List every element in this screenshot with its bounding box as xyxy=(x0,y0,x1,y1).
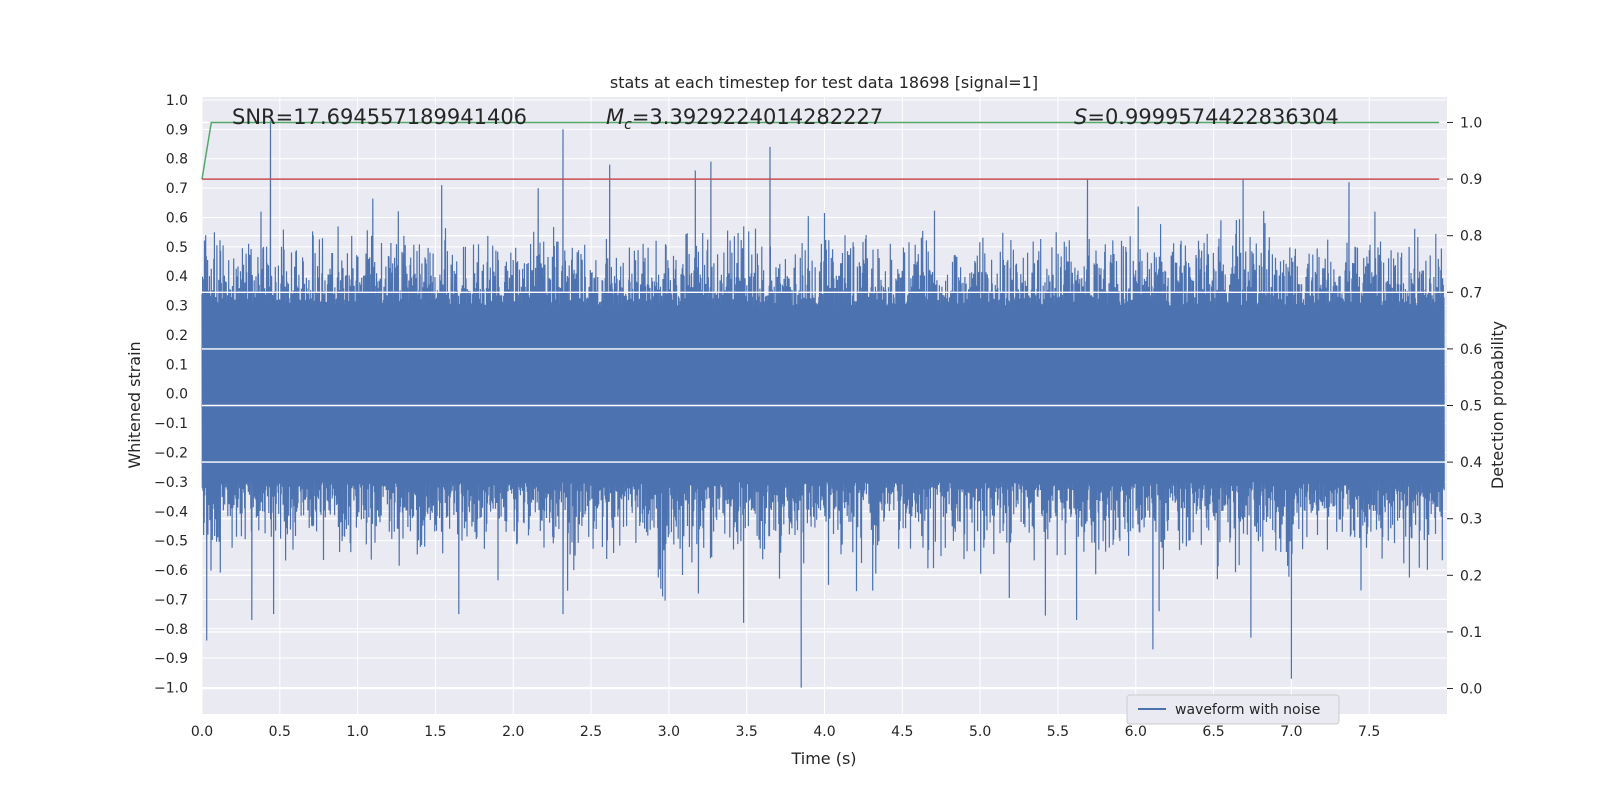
detection-stat-annotation: S=0.9999574422836304 xyxy=(1074,105,1339,129)
x-tick-label: 3.5 xyxy=(736,724,758,740)
x-tick-label: 1.0 xyxy=(346,724,368,740)
y-left-tick-label: 0.9 xyxy=(166,122,188,138)
y-left-tick-label: −0.9 xyxy=(154,651,188,667)
x-tick-label: 1.5 xyxy=(424,724,446,740)
y-left-tick-label: −0.1 xyxy=(154,416,188,432)
y-right-tick-label: 0.9 xyxy=(1460,172,1482,188)
y-left-tick-label: 0.0 xyxy=(166,387,188,403)
chirp-mass-annotation: Mc=3.3929224014282227 xyxy=(606,105,883,133)
y-left-tick-label: −0.6 xyxy=(154,563,188,579)
x-axis-label: Time (s) xyxy=(790,749,856,768)
y-left-tick-label: −0.8 xyxy=(154,622,188,638)
x-tick-label: 2.0 xyxy=(502,724,524,740)
snr-annotation: SNR=17.694557189941406 xyxy=(232,105,527,129)
y-left-tick-label: 0.3 xyxy=(166,299,188,315)
detection-stat-symbol: S xyxy=(1074,105,1087,129)
x-tick-label: 5.0 xyxy=(969,724,991,740)
waveform-line xyxy=(201,120,1445,688)
y-left-tick-label: 1.0 xyxy=(166,93,188,109)
y-right-tick-label: 0.0 xyxy=(1460,682,1482,698)
x-tick-label: 6.5 xyxy=(1202,724,1224,740)
y-left-tick-label: −0.2 xyxy=(154,446,188,462)
y-right-tick-label: 0.2 xyxy=(1460,568,1482,584)
x-axis-ticks: 0.0 0.5 1.0 1.5 2.0 2.5 3.0 3.5 4.0 4.5 5.0 5.5 6.0 6… xyxy=(191,724,1380,740)
y-right-tick-label: 0.8 xyxy=(1460,229,1482,245)
x-tick-label: 3.0 xyxy=(658,724,680,740)
y-right-axis-label: Detection probability xyxy=(1488,321,1507,489)
x-tick-label: 4.5 xyxy=(891,724,913,740)
y-left-tick-label: −0.4 xyxy=(154,504,188,520)
detection-probability-line xyxy=(201,121,1440,180)
y-right-tick-label: 0.5 xyxy=(1460,399,1482,415)
y-right-tick-label: 0.7 xyxy=(1460,285,1482,301)
x-tick-label: 6.0 xyxy=(1125,724,1147,740)
y-left-tick-label: 0.4 xyxy=(166,269,188,285)
chart-title: stats at each timestep for test data 186… xyxy=(610,73,1038,92)
y-right-tick-label: 0.6 xyxy=(1460,342,1482,358)
x-tick-label: 7.5 xyxy=(1358,724,1380,740)
y-left-tick-label: 0.7 xyxy=(166,181,188,197)
y-left-axis-label: Whitened strain xyxy=(125,341,144,468)
y-right-tick-label: 0.1 xyxy=(1460,625,1482,641)
x-tick-label: 0.0 xyxy=(191,724,213,740)
y-left-tick-label: −0.3 xyxy=(154,475,188,491)
x-tick-label: 4.0 xyxy=(813,724,835,740)
legend-box xyxy=(1126,694,1340,725)
y-left-tick-label: 0.6 xyxy=(166,210,188,226)
y-left-tick-label: 0.5 xyxy=(166,240,188,256)
x-tick-label: 2.5 xyxy=(580,724,602,740)
detection-stat-value: =0.9999574422836304 xyxy=(1087,105,1338,129)
y-left-tick-label: −1.0 xyxy=(154,681,188,697)
y-right-axis-ticks: 1.0 0.9 0.8 0.7 0.6 0.5 0.4 0.3 0.2 0.1 0.0 xyxy=(1447,115,1482,698)
y-right-tick-label: 0.3 xyxy=(1460,512,1482,528)
chirp-mass-value: =3.3929224014282227 xyxy=(632,105,883,129)
y-right-tick-label: 0.4 xyxy=(1460,455,1482,471)
x-tick-label: 7.0 xyxy=(1280,724,1302,740)
y-left-tick-label: −0.7 xyxy=(154,592,188,608)
y-left-tick-label: 0.1 xyxy=(166,357,188,373)
x-tick-label: 0.5 xyxy=(269,724,291,740)
legend-label: waveform with noise xyxy=(1175,702,1320,718)
x-tick-label: 5.5 xyxy=(1047,724,1069,740)
y-left-tick-label: 0.2 xyxy=(166,328,188,344)
chirp-mass-symbol: M xyxy=(606,105,624,129)
legend: waveform with noise xyxy=(1126,694,1340,725)
y-right-tick-label: 1.0 xyxy=(1460,115,1482,131)
y-left-axis-ticks: 1.0 0.9 0.8 0.7 0.6 0.5 0.4 0.3 0.2 0.1 0.0 −0.1 −0.… xyxy=(154,93,188,697)
chirp-mass-subscript: c xyxy=(624,117,632,133)
series-layer xyxy=(201,120,1447,688)
y-left-tick-label: 0.8 xyxy=(166,152,188,168)
y-left-tick-label: −0.5 xyxy=(154,534,188,550)
